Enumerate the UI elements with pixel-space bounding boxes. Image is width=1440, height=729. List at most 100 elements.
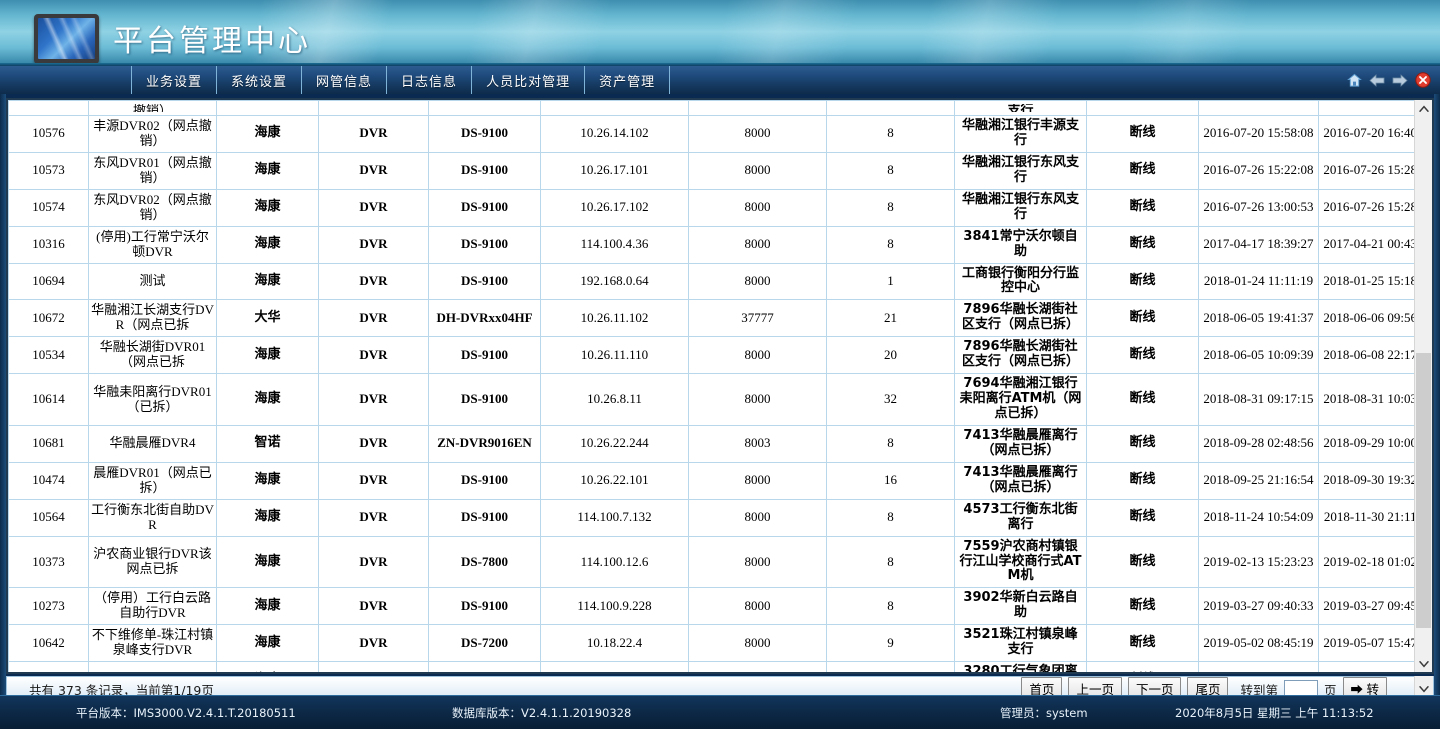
- device-ip-cell: 10.26.17.102: [540, 188, 689, 227]
- table-row[interactable]: 10273 （停用）工行白云路自助行DVR 海康 DVR DS-9100 114.100.…: [8, 587, 1414, 626]
- clipped-device-name: 撤销）: [88, 100, 217, 116]
- table-row[interactable]: 10316 (停用)工行常宁沃尔顿DVR 海康 DVR DS-9100 114.100.4…: [8, 225, 1414, 264]
- device-brand-cell: 海康: [216, 461, 319, 500]
- nav-item-network-info[interactable]: 网管信息: [302, 66, 388, 94]
- device-time2-cell: 2018-09-30 19:32:52: [1318, 461, 1414, 500]
- device-model-cell: DH-DVRxx04HF: [428, 299, 541, 338]
- device-org-cell: 华融湘江银行丰源支行: [954, 115, 1087, 153]
- device-time2-cell: 2019-03-27 09:45:39: [1318, 587, 1414, 626]
- device-ip-cell: 10.26.8.11: [540, 373, 689, 426]
- device-status-cell: 断线: [1086, 461, 1199, 500]
- device-channels-cell: 8: [826, 535, 955, 589]
- scroll-up-arrow-icon[interactable]: [1415, 100, 1432, 117]
- nav-item-person-compare[interactable]: 人员比对管理: [472, 66, 586, 94]
- device-table: 撤销） 支行 10576 丰源DVR02（网点撤销） 海康 DVR DS-9100 10.…: [8, 100, 1414, 672]
- device-status-cell: 断线: [1086, 587, 1199, 626]
- close-icon[interactable]: [1415, 72, 1431, 88]
- table-row[interactable]: 10574 东风DVR02（网点撤销） 海康 DVR DS-9100 10.26.17.1…: [8, 188, 1414, 227]
- device-name-cell: 测试: [88, 262, 217, 301]
- vertical-scrollbar[interactable]: [1414, 100, 1432, 672]
- device-model-cell: DS-9100: [428, 373, 541, 426]
- admin-user-label: 管理员：system: [1000, 705, 1088, 720]
- device-status-cell: 断线: [1086, 225, 1199, 264]
- device-status-cell: 断线: [1086, 262, 1199, 301]
- table-row[interactable]: 10642 不下维修单-珠江村镇泉峰支行DVR 海康 DVR DS-7200 10.18.…: [8, 624, 1414, 663]
- device-time1-cell: 2019-03-27 09:40:33: [1198, 587, 1319, 626]
- device-org-cell: 3280工行气象团离行: [954, 661, 1087, 672]
- app-banner: 平台管理中心: [0, 0, 1440, 66]
- device-status-cell: 断线: [1086, 624, 1199, 663]
- device-id-cell: 10672: [8, 299, 89, 338]
- table-row[interactable]: 10694 测试 海康 DVR DS-9100 192.168.0.64 8000 1 工商银行…: [8, 262, 1414, 301]
- scrollbar-thumb[interactable]: [1416, 353, 1431, 628]
- table-row[interactable]: 10564 工行衡东北街自助DVR 海康 DVR DS-9100 114.100.7.13…: [8, 498, 1414, 537]
- table-row[interactable]: 10614 华融耒阳离行DVR01（已拆） 海康 DVR DS-9100 10.26.8.…: [8, 373, 1414, 426]
- table-row[interactable]: 10573 东风DVR01（网点撤销） 海康 DVR DS-9100 10.26.17.1…: [8, 151, 1414, 190]
- device-model-cell: DS-9100: [428, 262, 541, 301]
- device-org-cell: 7413华融晨雁离行（网点已拆）: [954, 424, 1087, 463]
- table-row[interactable]: 10534 华融长湖街DVR01（网点已拆 海康 DVR DS-9100 10.26.11…: [8, 336, 1414, 375]
- device-type-cell: DVR: [318, 461, 429, 500]
- table-row[interactable]: 10474 晨雁DVR01（网点已拆） 海康 DVR DS-9100 10.26.22.1…: [8, 461, 1414, 500]
- device-type-cell: DVR: [318, 624, 429, 663]
- device-rows-host: 10576 丰源DVR02（网点撤销） 海康 DVR DS-9100 10.26.14.1…: [8, 115, 1414, 672]
- device-port-cell: 8000: [688, 461, 827, 500]
- table-row[interactable]: 10576 丰源DVR02（网点撤销） 海康 DVR DS-9100 10.26.14.1…: [8, 115, 1414, 153]
- device-time1-cell: 2018-09-28 02:48:56: [1198, 424, 1319, 463]
- device-org-cell: 工商银行衡阳分行监控中心: [954, 262, 1087, 301]
- device-ip-cell: 114.100.4.36: [540, 225, 689, 264]
- table-row[interactable]: 10373 沪农商业银行DVR该网点已拆 海康 DVR DS-7800 114.100.1…: [8, 535, 1414, 589]
- nav-item-log-info[interactable]: 日志信息: [387, 66, 473, 94]
- device-id-cell: 10614: [8, 373, 89, 426]
- device-id-cell: 10373: [8, 535, 89, 589]
- device-brand-cell: 海康: [216, 151, 319, 190]
- device-type-cell: DVR: [318, 262, 429, 301]
- device-time1-cell: 2016-07-26 15:22:08: [1198, 151, 1319, 190]
- device-model-cell: DS-9100: [428, 498, 541, 537]
- table-row[interactable]: 10681 华融晨雁DVR4 智诺 DVR ZN-DVR9016EN 10.26.22.2…: [8, 424, 1414, 463]
- goto-page-input[interactable]: [1284, 680, 1318, 698]
- device-id-cell: 10564: [8, 498, 89, 537]
- device-channels-cell: 16: [826, 461, 955, 500]
- table-row[interactable]: 10672 华融湘江长湖支行DVR（网点已拆 大华 DVR DH-DVRxx04HF 10…: [8, 299, 1414, 338]
- device-name-cell: (停用)工行常宁沃尔顿DVR: [88, 225, 217, 264]
- device-org-cell: 3902华新白云路自助: [954, 587, 1087, 626]
- device-channels-cell: 8: [826, 151, 955, 190]
- device-org-cell: 4573工行衡东北街离行: [954, 498, 1087, 537]
- device-time1-cell: 2019-05-21 08:11:11: [1198, 661, 1319, 672]
- home-icon[interactable]: [1347, 73, 1362, 88]
- device-channels-cell: 8: [826, 225, 955, 264]
- table-row[interactable]: 10651工行气象团ATMDVR海康DVRDS-910010.18.33.158…: [8, 661, 1414, 672]
- device-model-cell: DS-9100: [428, 587, 541, 626]
- device-status-cell: 断线: [1086, 373, 1199, 426]
- status-bar: 平台版本：IMS3000.V2.4.1.T.20180511 数据库版本：V2.…: [0, 695, 1440, 729]
- nav-item-business-settings[interactable]: 业务设置: [131, 66, 218, 94]
- device-channels-cell: 1: [826, 262, 955, 301]
- device-time2-cell: 2018-08-31 10:03:34: [1318, 373, 1414, 426]
- device-brand-cell: 海康: [216, 587, 319, 626]
- clipped-org-name: 支行: [954, 100, 1087, 116]
- goto-page-suffix-label: 页: [1324, 682, 1337, 698]
- back-arrow-icon[interactable]: [1369, 73, 1385, 87]
- device-ip-cell: 114.100.9.228: [540, 587, 689, 626]
- scroll-down-arrow-icon[interactable]: [1415, 655, 1432, 672]
- nav-item-system-settings[interactable]: 系统设置: [217, 66, 303, 94]
- nav-item-asset-management[interactable]: 资产管理: [585, 66, 671, 94]
- device-org-cell: 华融湘江银行东风支行: [954, 151, 1087, 190]
- device-name-cell: 华融耒阳离行DVR01（已拆）: [88, 373, 217, 426]
- nav-item-label: 人员比对管理: [486, 74, 571, 90]
- device-ip-cell: 10.18.22.4: [540, 624, 689, 663]
- device-name-cell: 东风DVR02（网点撤销）: [88, 188, 217, 227]
- device-id-cell: 10573: [8, 151, 89, 190]
- forward-arrow-icon[interactable]: [1392, 73, 1408, 87]
- device-brand-cell: 海康: [216, 535, 319, 589]
- device-time2-cell: 2018-06-06 09:56:15: [1318, 299, 1414, 338]
- device-time1-cell: 2016-07-20 15:58:08: [1198, 115, 1319, 153]
- device-name-cell: 工行气象团ATMDVR: [88, 661, 217, 672]
- device-status-cell: 断线: [1086, 115, 1199, 153]
- device-org-cell: 7559沪农商村镇银行江山学校商行式ATM机: [954, 535, 1087, 589]
- device-channels-cell: 21: [826, 299, 955, 338]
- device-org-cell: 3521珠江村镇泉峰支行: [954, 624, 1087, 663]
- device-port-cell: 8000: [688, 336, 827, 375]
- device-port-cell: 8000: [688, 188, 827, 227]
